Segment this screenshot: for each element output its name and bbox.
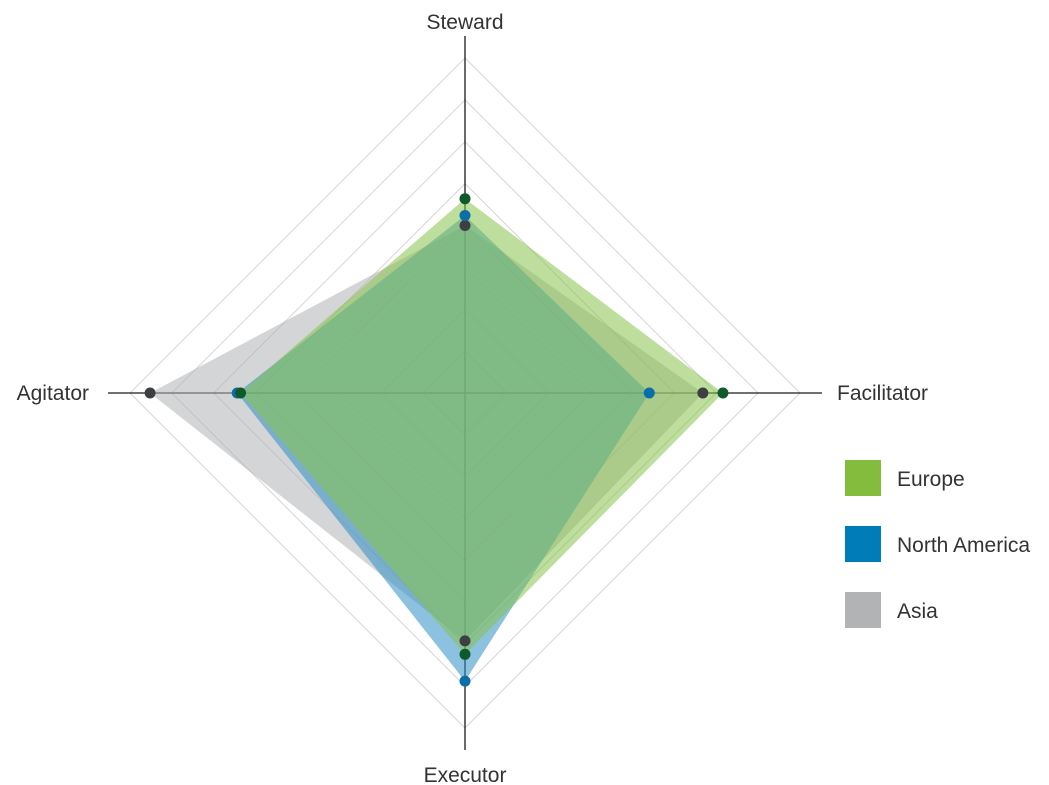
data-point-north-america-facilitator[interactable] [643, 387, 655, 399]
data-point-asia-executor[interactable] [459, 635, 471, 647]
data-point-asia-steward[interactable] [459, 220, 471, 231]
data-point-asia-agitator[interactable] [144, 387, 156, 399]
data-point-europe-agitator[interactable] [235, 387, 247, 399]
series-areas [150, 198, 723, 682]
data-point-europe-executor[interactable] [459, 648, 471, 660]
series-area-europe [240, 198, 723, 655]
legend-swatch-north-america [845, 526, 881, 562]
data-point-europe-steward[interactable] [459, 193, 471, 205]
data-point-north-america-steward[interactable] [459, 209, 471, 221]
axis-label-agitator: Agitator [17, 382, 89, 405]
legend-label-asia: Asia [897, 600, 938, 623]
data-point-north-america-executor[interactable] [459, 675, 471, 687]
legend-label-europe: Europe [897, 468, 965, 491]
axis-label-facilitator: Facilitator [837, 382, 928, 405]
series-markers [144, 193, 729, 687]
legend-label-north-america: North America [897, 534, 1030, 557]
data-point-europe-facilitator[interactable] [717, 387, 729, 399]
legend-swatch-asia [845, 592, 881, 628]
legend-item-europe[interactable]: Europe [845, 460, 965, 496]
legend: Europe North America Asia [845, 460, 1030, 628]
data-point-asia-facilitator[interactable] [697, 387, 709, 399]
axis-label-executor: Executor [424, 764, 507, 785]
axis-label-steward: Steward [426, 11, 503, 34]
legend-swatch-europe [845, 460, 881, 496]
legend-item-asia[interactable]: Asia [845, 592, 938, 628]
legend-item-north-america[interactable]: North America [845, 526, 1030, 562]
